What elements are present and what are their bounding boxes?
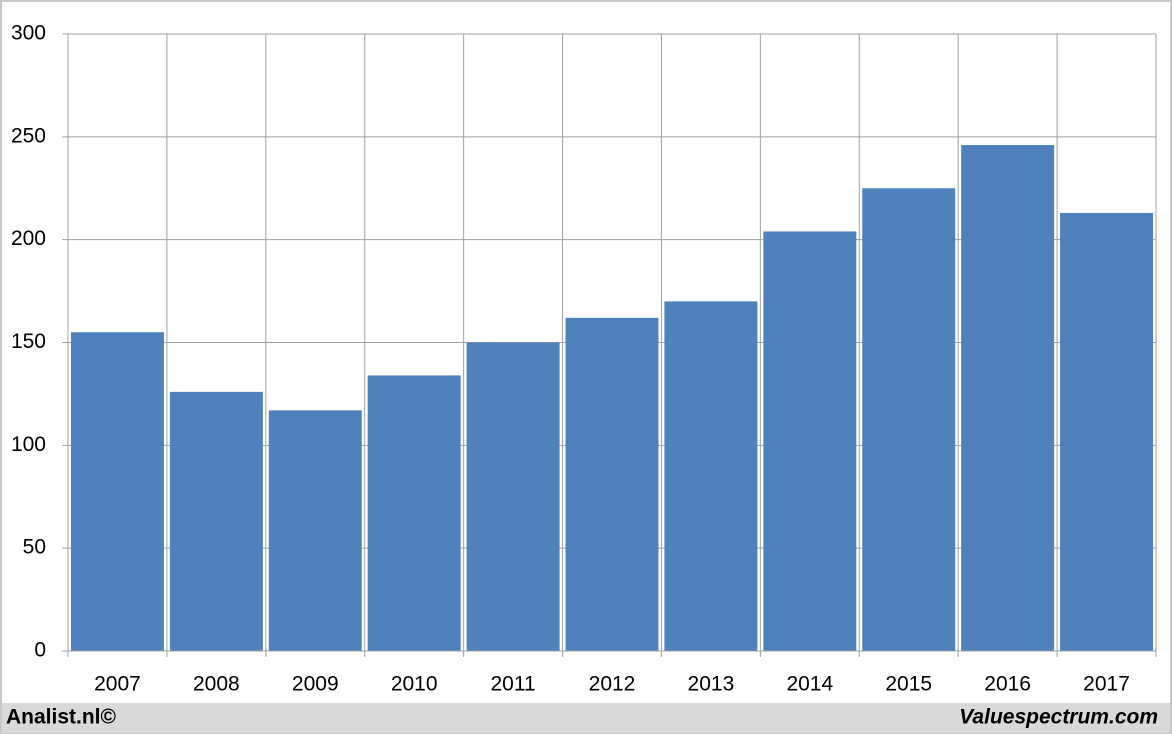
bar (565, 317, 659, 651)
bar (466, 342, 560, 651)
y-tick-label: 100 (11, 433, 46, 456)
x-tick-label: 2009 (292, 673, 339, 696)
y-tick-label: 300 (11, 22, 46, 45)
x-tick-label: 2010 (391, 673, 438, 696)
bar (961, 145, 1055, 651)
bar (763, 231, 857, 651)
y-tick-label: 50 (23, 536, 46, 559)
bar (664, 301, 758, 651)
x-tick-label: 2008 (193, 673, 240, 696)
bar (1060, 212, 1154, 651)
x-tick-label: 2012 (589, 673, 636, 696)
y-tick-label: 150 (11, 330, 46, 353)
x-tick-label: 2014 (786, 673, 833, 696)
y-tick-label: 0 (34, 639, 46, 662)
x-tick-label: 2013 (688, 673, 735, 696)
bar (169, 391, 263, 651)
bar (268, 410, 362, 651)
footer-bar (2, 703, 1170, 733)
footer-left: Analist.nl© (6, 706, 117, 729)
bar (367, 375, 461, 651)
footer-right: Valuespectrum.com (959, 706, 1158, 729)
x-tick-label: 2015 (885, 673, 932, 696)
x-tick-label: 2017 (1083, 673, 1130, 696)
bar (862, 188, 956, 651)
x-tick-label: 2016 (984, 673, 1031, 696)
y-tick-label: 250 (11, 124, 46, 147)
x-tick-label: 2007 (94, 673, 141, 696)
y-tick-label: 200 (11, 227, 46, 250)
bar (70, 332, 164, 651)
x-tick-label: 2011 (491, 673, 536, 696)
